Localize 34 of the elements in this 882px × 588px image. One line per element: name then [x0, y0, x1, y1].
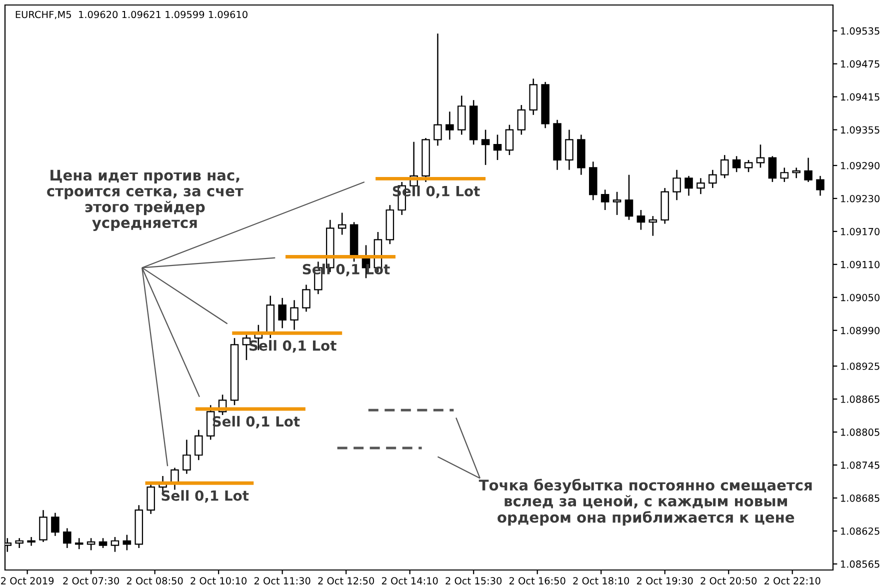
x-tick-label: 2 Oct 2019 — [1, 577, 54, 584]
x-tick-label: 2 Oct 10:10 — [190, 577, 247, 584]
x-tick-label: 2 Oct 11:30 — [254, 577, 310, 584]
x-tick-label: 2 Oct 16:50 — [509, 577, 566, 584]
y-tick-label: 1.08625 — [841, 527, 880, 535]
y-tick-label: 1.09475 — [841, 60, 880, 68]
y-tick-label: 1.08805 — [841, 428, 880, 436]
y-tick-label: 1.09110 — [841, 260, 880, 268]
x-tick-label: 2 Oct 20:50 — [700, 577, 757, 584]
y-tick-label: 1.09355 — [841, 126, 880, 134]
x-tick-label: 2 Oct 12:50 — [318, 577, 374, 584]
y-tick-label: 1.08745 — [841, 462, 880, 469]
annotation: Цена идет против нас, строится сетка, за счет этого трейдер усредняется — [47, 170, 244, 231]
y-tick-label: 1.09170 — [841, 228, 880, 236]
y-tick-label: 1.09290 — [841, 162, 880, 170]
x-tick-label: 2 Oct 19:30 — [636, 577, 693, 584]
annotation: Точка безубытка постоянно смещается вслед за ценой, с каждым новым ордером она приближается к цене — [478, 478, 812, 526]
text: EURCHF,M5 1.09620 1.09621 1.09599 1.09610 — [16, 10, 248, 20]
x-tick-label: 2 Oct 22:10 — [764, 577, 820, 584]
y-tick-label: 1.09535 — [841, 27, 880, 35]
y-tick-label: 1.09415 — [841, 93, 880, 101]
y-tick-label: 1.09050 — [841, 294, 880, 302]
y-tick-label: 1.08925 — [841, 362, 880, 370]
y-tick-label: 1.08685 — [841, 494, 880, 502]
x-tick-label: 2 Oct 07:30 — [63, 577, 120, 584]
series-label: Sell 0,1 Lot — [162, 490, 249, 503]
y-tick-label: 1.08865 — [841, 396, 880, 403]
x-tick-label: 2 Oct 15:30 — [446, 577, 502, 584]
x-tick-label: 2 Oct 14:10 — [382, 577, 438, 584]
y-tick-label: 1.08565 — [841, 560, 880, 568]
x-tick-label: 2 Oct 08:50 — [126, 577, 183, 584]
y-tick-label: 1.09230 — [841, 194, 880, 202]
x-tick-label: 2 Oct 18:10 — [573, 577, 630, 584]
y-tick-label: 1.08990 — [841, 326, 880, 334]
